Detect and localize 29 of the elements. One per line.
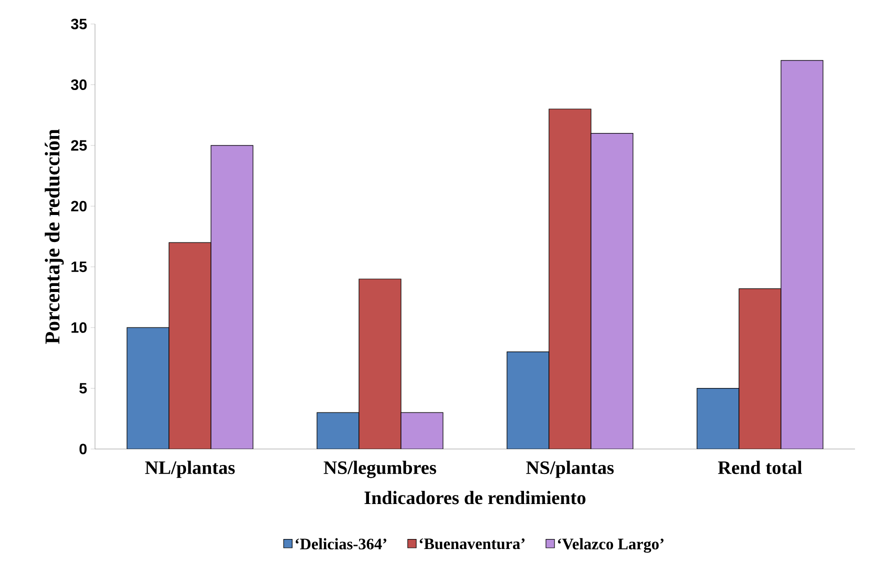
bar: [358, 278, 402, 449]
legend-label: ‘Buenaventura’: [420, 538, 525, 550]
bar: [590, 132, 634, 449]
bar: [548, 108, 592, 449]
y-tick-label: 5: [79, 383, 87, 394]
y-tick-label: 25: [71, 140, 87, 151]
x-tick-label: Rend total: [718, 460, 802, 474]
y-tick-label: 0: [80, 444, 87, 454]
legend-label: ‘Delicias-364’: [296, 538, 386, 550]
y-axis-title: Porcentaje de reducción: [44, 129, 64, 344]
bar: [316, 412, 360, 449]
bar: [738, 288, 782, 449]
x-tick-label: NL/plantas: [145, 460, 235, 478]
y-tick-label: 15: [72, 262, 87, 272]
x-tick-label: NS/plantas: [526, 460, 614, 478]
y-tick-label: 20: [71, 200, 87, 212]
y-tick-label: 30: [70, 79, 87, 90]
y-tick-label: 35: [70, 18, 87, 30]
bar: [210, 145, 254, 449]
x-axis-title: Indicadores de rendimiento: [364, 490, 586, 504]
legend-label: ‘Velazco Largo’: [558, 538, 664, 553]
bar: [780, 60, 824, 449]
x-tick-label: NS/legumbres: [324, 460, 436, 478]
bar: [400, 412, 444, 449]
y-tick-label: 10: [72, 322, 87, 333]
bar: [696, 388, 740, 449]
bar: [168, 242, 212, 449]
bar: [506, 352, 550, 449]
bar: [126, 327, 170, 449]
